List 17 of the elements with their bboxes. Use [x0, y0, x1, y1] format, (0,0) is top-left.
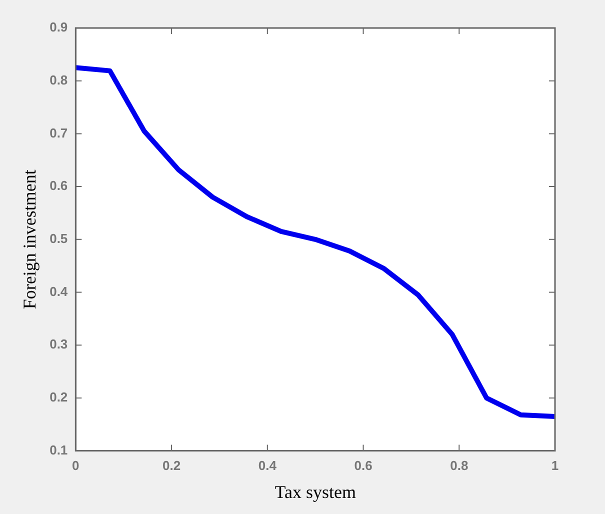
x-tick-label: 0	[72, 458, 80, 474]
y-tick-label: 0.6	[50, 178, 68, 194]
y-tick-label: 0.2	[50, 390, 68, 405]
y-tick-label: 0.1	[50, 442, 68, 458]
x-tick-label: 0.6	[354, 458, 372, 474]
y-tick-label: 0.8	[50, 72, 68, 88]
x-tick-label: 0.2	[162, 458, 181, 474]
y-tick-label: 0.5	[50, 230, 68, 246]
y-tick-label: 0.3	[50, 336, 68, 352]
y-axis-title: Foreign investment	[20, 170, 40, 310]
y-tick-label: 0.9	[50, 20, 68, 35]
y-tick-label: 0.4	[50, 284, 68, 299]
x-tick-label: 1	[551, 458, 559, 474]
x-tick-label: 0.8	[450, 458, 468, 474]
x-tick-label: 0.4	[258, 458, 278, 474]
y-tick-label: 0.7	[50, 125, 68, 140]
x-axis-title: Tax system	[274, 482, 356, 502]
